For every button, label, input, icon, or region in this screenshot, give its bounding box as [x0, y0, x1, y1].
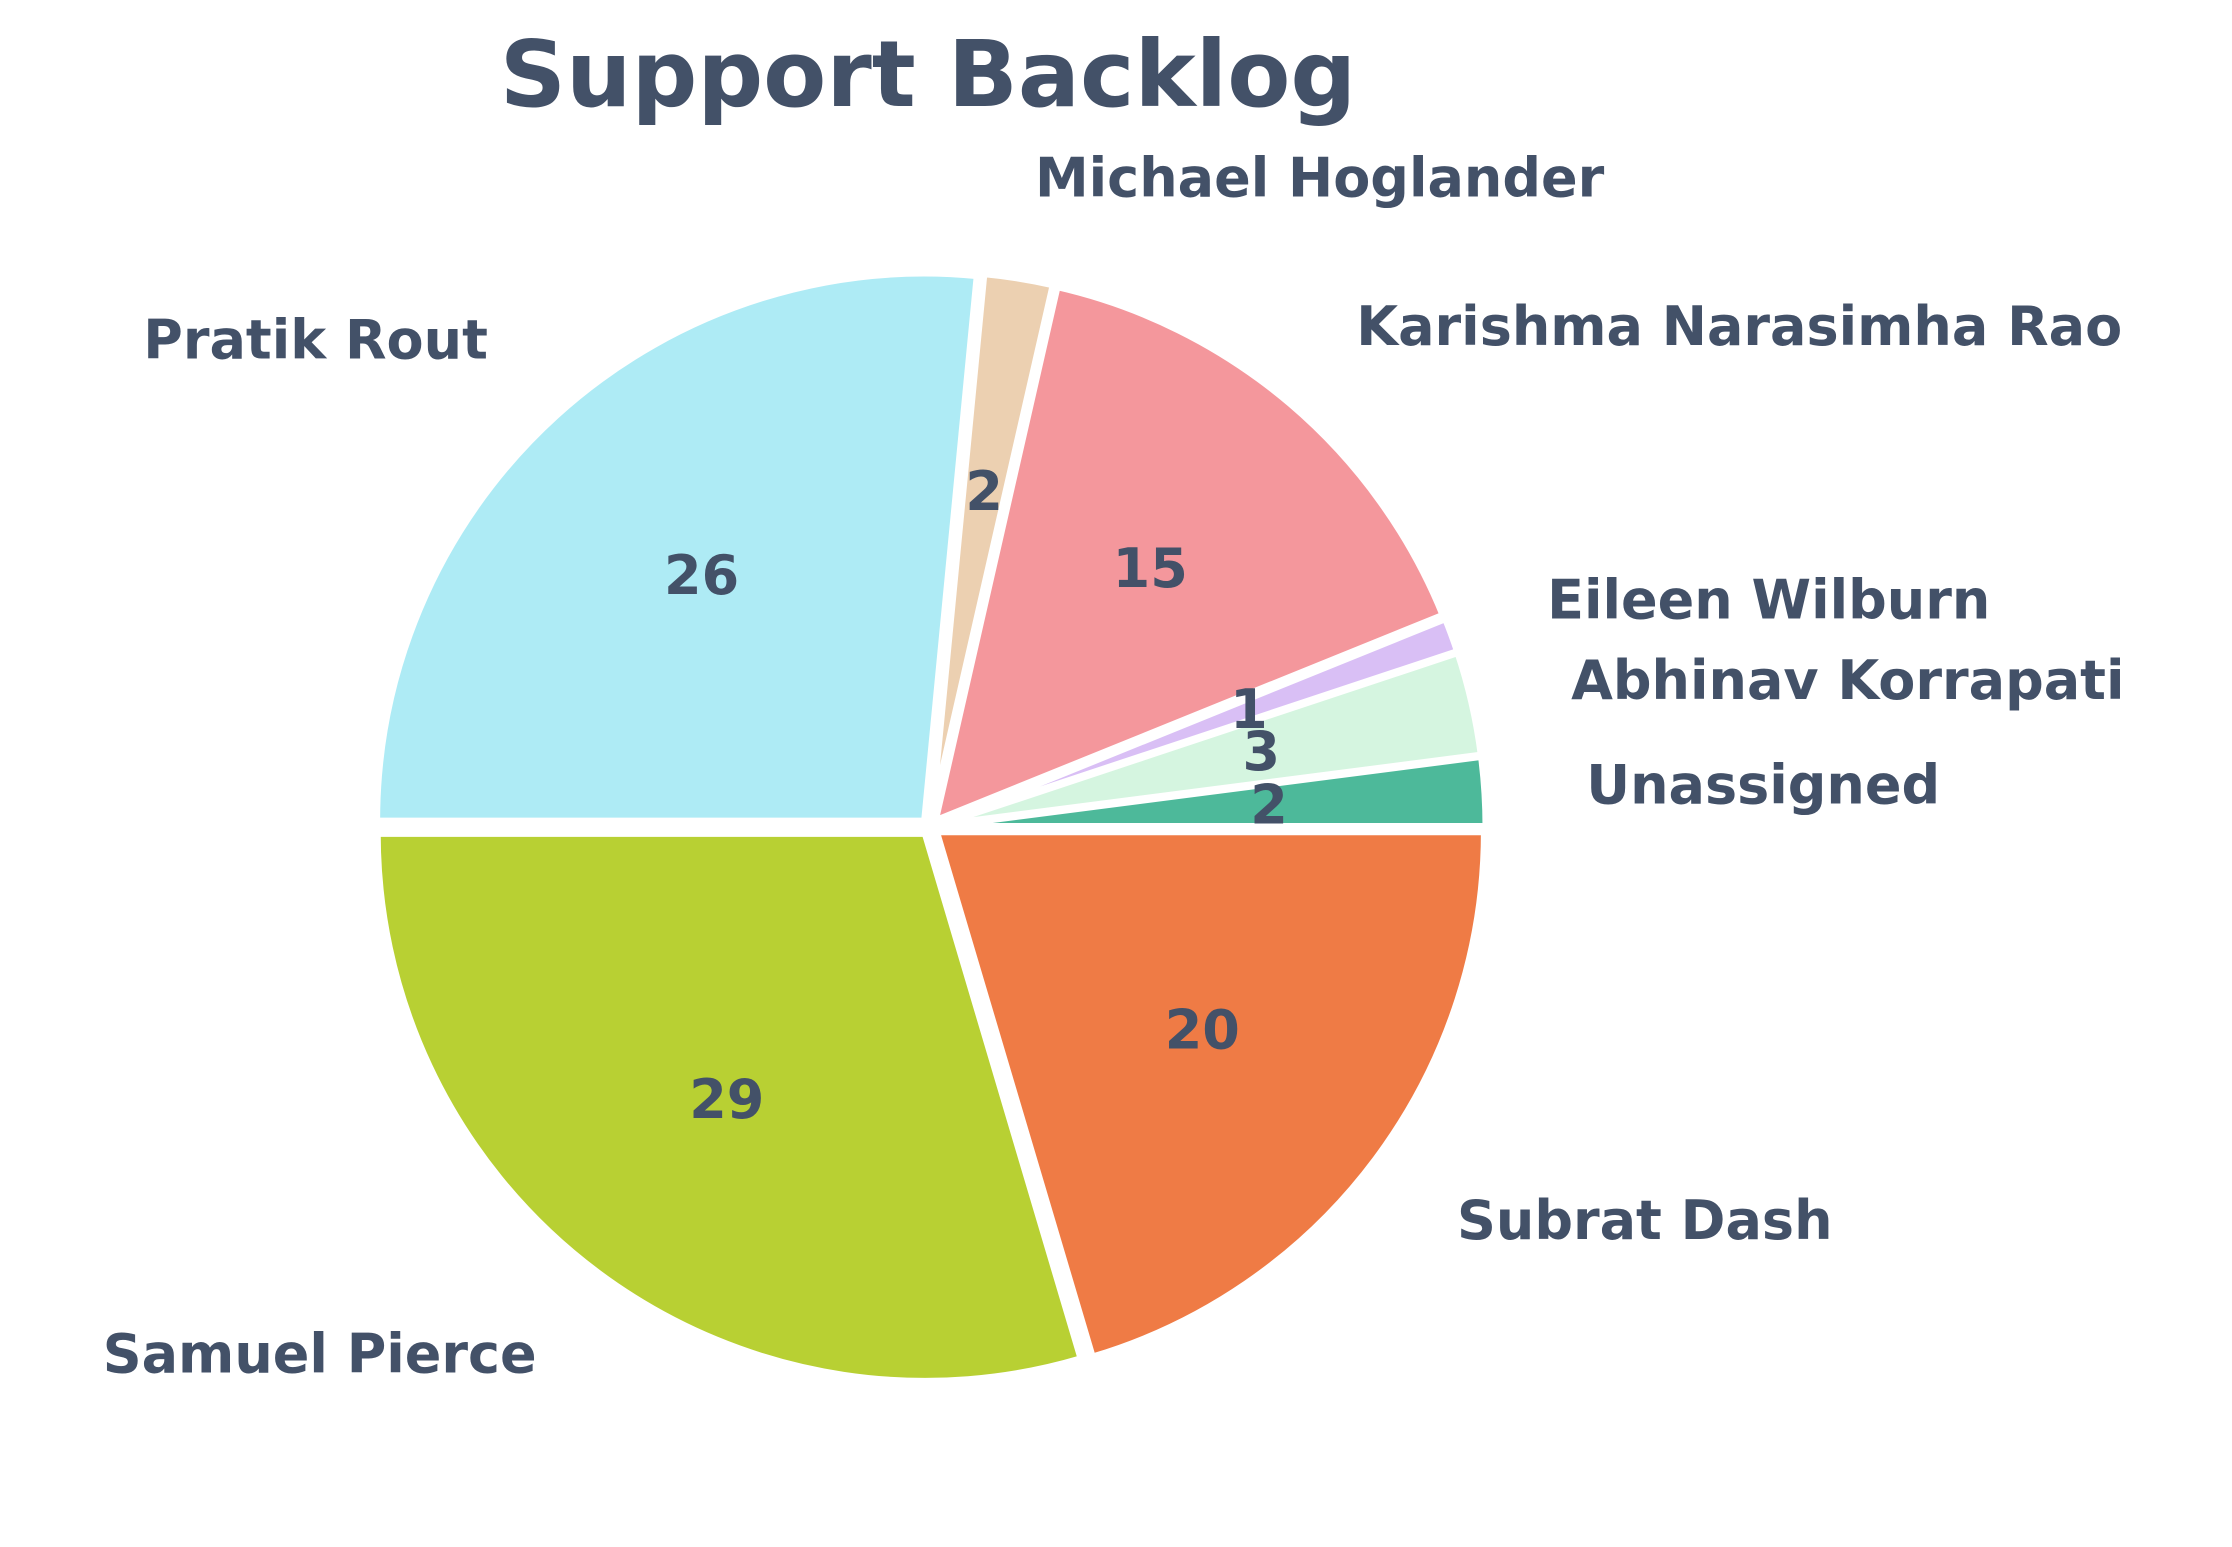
slice-category-label: Subrat Dash	[1457, 1189, 1833, 1252]
slice-value-label: 26	[664, 544, 739, 607]
slice-value-label: 1	[1230, 678, 1268, 741]
pie-slices	[373, 269, 1490, 1385]
slice-value-label: 15	[1113, 537, 1188, 600]
pie-slice	[932, 828, 1488, 1361]
slice-value-label: 2	[1250, 774, 1288, 837]
pie-labels: 2 Unassigned 3 Abhinav Korrapati 1 Eileen Wil…	[103, 146, 2125, 1385]
slice-category-label: Samuel Pierce	[103, 1323, 537, 1386]
slice-category-label: Karishma Narasimha Rao	[1356, 295, 2122, 358]
slice-category-label: Abhinav Korrapati	[1571, 649, 2124, 712]
slice-value-label: 3	[1242, 720, 1280, 783]
slice-value-label: 20	[1165, 999, 1240, 1062]
slice-category-label: Unassigned	[1586, 753, 1940, 816]
slice-category-label: Pratik Rout	[143, 309, 488, 372]
pie-slice	[934, 615, 1462, 828]
slice-category-label: Michael Hoglander	[1035, 146, 1605, 209]
pie-slice	[373, 269, 981, 825]
slice-value-label: 29	[689, 1068, 764, 1131]
pie-slice	[373, 829, 1085, 1385]
pie-slice	[927, 270, 1057, 823]
chart-title: Support Backlog	[500, 21, 1357, 128]
pie-slice	[931, 283, 1447, 825]
slice-value-label: 2	[965, 460, 1003, 523]
slice-category-label: Eileen Wilburn	[1547, 568, 1990, 631]
